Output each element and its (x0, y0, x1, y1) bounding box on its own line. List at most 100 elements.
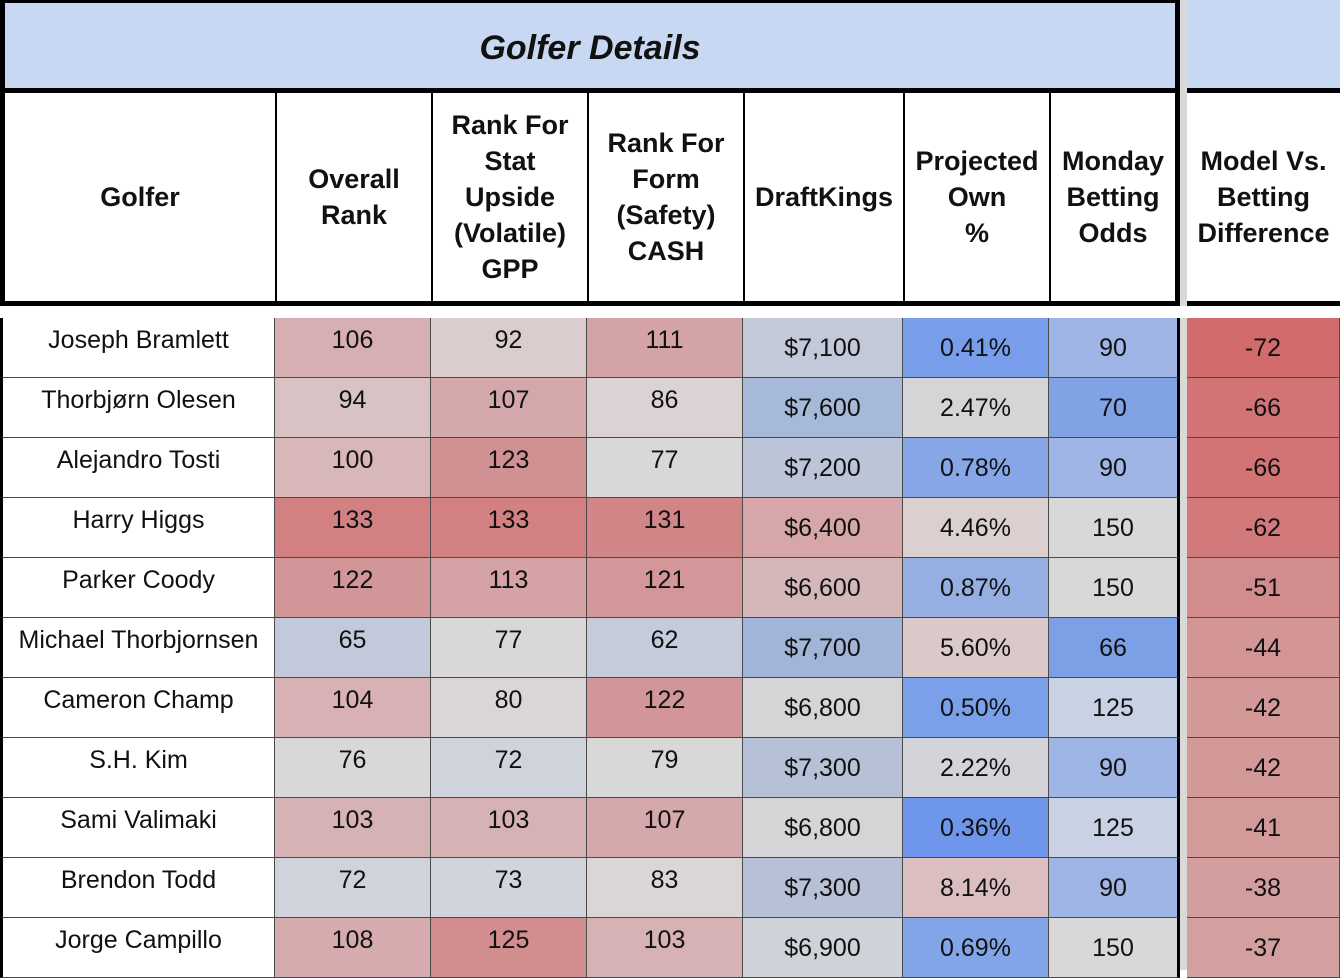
header-golfer[interactable]: Golfer (5, 93, 275, 301)
cell-monday-odds[interactable]: 66 (1049, 618, 1180, 678)
cell-difference[interactable]: -42 (1187, 678, 1340, 738)
header-draftkings[interactable]: DraftKings (743, 93, 903, 301)
cell-difference[interactable]: -44 (1187, 618, 1340, 678)
cell-difference[interactable]: -66 (1187, 438, 1340, 498)
cell-draftkings[interactable]: $7,200 (743, 438, 903, 498)
cell-overall-rank[interactable]: 106 (275, 318, 431, 378)
cell-overall-rank[interactable]: 65 (275, 618, 431, 678)
cell-projected-own[interactable]: 0.50% (903, 678, 1049, 738)
cell-golfer[interactable]: Parker Coody (0, 558, 275, 618)
cell-overall-rank[interactable]: 72 (275, 858, 431, 918)
cell-overall-rank[interactable]: 103 (275, 798, 431, 858)
cell-monday-odds[interactable]: 70 (1049, 378, 1180, 438)
cell-form[interactable]: 111 (587, 318, 743, 378)
header-monday-odds[interactable]: Monday Betting Odds (1049, 93, 1175, 301)
cell-form[interactable]: 103 (587, 918, 743, 978)
cell-draftkings[interactable]: $7,300 (743, 738, 903, 798)
cell-draftkings[interactable]: $7,600 (743, 378, 903, 438)
table-row: Thorbjørn Olesen 94 107 86 $7,600 2.47% 70 -66 (0, 378, 1340, 438)
cell-projected-own[interactable]: 0.78% (903, 438, 1049, 498)
cell-projected-own[interactable]: 8.14% (903, 858, 1049, 918)
cell-difference[interactable]: -37 (1187, 918, 1340, 978)
cell-draftkings[interactable]: $6,900 (743, 918, 903, 978)
cell-monday-odds[interactable]: 150 (1049, 558, 1180, 618)
cell-projected-own[interactable]: 4.46% (903, 498, 1049, 558)
cell-stat-upside[interactable]: 125 (431, 918, 587, 978)
cell-draftkings[interactable]: $6,600 (743, 558, 903, 618)
cell-projected-own[interactable]: 0.69% (903, 918, 1049, 978)
header-projected-own[interactable]: Projected Own % (903, 93, 1049, 301)
header-line: Own (947, 182, 1007, 212)
cell-golfer[interactable]: Michael Thorbjornsen (0, 618, 275, 678)
cell-stat-upside[interactable]: 113 (431, 558, 587, 618)
cell-golfer[interactable]: Jorge Campillo (0, 918, 275, 978)
cell-form[interactable]: 121 (587, 558, 743, 618)
cell-golfer[interactable]: Harry Higgs (0, 498, 275, 558)
cell-draftkings[interactable]: $7,100 (743, 318, 903, 378)
cell-draftkings[interactable]: $7,300 (743, 858, 903, 918)
cell-overall-rank[interactable]: 122 (275, 558, 431, 618)
cell-draftkings[interactable]: $6,800 (743, 678, 903, 738)
cell-stat-upside[interactable]: 123 (431, 438, 587, 498)
cell-difference[interactable]: -42 (1187, 738, 1340, 798)
cell-monday-odds[interactable]: 90 (1049, 318, 1180, 378)
header-form[interactable]: Rank For Form (Safety) CASH (587, 93, 743, 301)
cell-stat-upside[interactable]: 72 (431, 738, 587, 798)
cell-difference[interactable]: -66 (1187, 378, 1340, 438)
cell-stat-upside[interactable]: 73 (431, 858, 587, 918)
header-overall-rank[interactable]: Overall Rank (275, 93, 431, 301)
cell-draftkings[interactable]: $6,800 (743, 798, 903, 858)
cell-draftkings[interactable]: $7,700 (743, 618, 903, 678)
cell-form[interactable]: 79 (587, 738, 743, 798)
cell-golfer[interactable]: S.H. Kim (0, 738, 275, 798)
cell-projected-own[interactable]: 5.60% (903, 618, 1049, 678)
cell-difference[interactable]: -72 (1187, 318, 1340, 378)
cell-projected-own[interactable]: 2.47% (903, 378, 1049, 438)
cell-stat-upside[interactable]: 80 (431, 678, 587, 738)
cell-overall-rank[interactable]: 133 (275, 498, 431, 558)
cell-golfer[interactable]: Alejandro Tosti (0, 438, 275, 498)
cell-form[interactable]: 107 (587, 798, 743, 858)
cell-golfer[interactable]: Thorbjørn Olesen (0, 378, 275, 438)
cell-stat-upside[interactable]: 103 (431, 798, 587, 858)
cell-stat-upside[interactable]: 77 (431, 618, 587, 678)
cell-overall-rank[interactable]: 108 (275, 918, 431, 978)
cell-form[interactable]: 62 (587, 618, 743, 678)
cell-monday-odds[interactable]: 90 (1049, 738, 1180, 798)
cell-stat-upside[interactable]: 133 (431, 498, 587, 558)
cell-difference[interactable]: -38 (1187, 858, 1340, 918)
cell-projected-own[interactable]: 0.87% (903, 558, 1049, 618)
cell-form[interactable]: 86 (587, 378, 743, 438)
column-gutter (1180, 0, 1187, 970)
header-model-vs-betting[interactable]: Model Vs. Betting Difference (1187, 93, 1340, 301)
cell-stat-upside[interactable]: 92 (431, 318, 587, 378)
cell-form[interactable]: 77 (587, 438, 743, 498)
cell-overall-rank[interactable]: 76 (275, 738, 431, 798)
cell-overall-rank[interactable]: 104 (275, 678, 431, 738)
header-stat-upside[interactable]: Rank For Stat Upside (Volatile) GPP (431, 93, 587, 301)
cell-difference[interactable]: -41 (1187, 798, 1340, 858)
table-row: Cameron Champ 104 80 122 $6,800 0.50% 125 -42 (0, 678, 1340, 738)
cell-monday-odds[interactable]: 90 (1049, 858, 1180, 918)
cell-form[interactable]: 122 (587, 678, 743, 738)
cell-stat-upside[interactable]: 107 (431, 378, 587, 438)
cell-draftkings[interactable]: $6,400 (743, 498, 903, 558)
cell-overall-rank[interactable]: 94 (275, 378, 431, 438)
cell-monday-odds[interactable]: 90 (1049, 438, 1180, 498)
cell-monday-odds[interactable]: 150 (1049, 498, 1180, 558)
cell-golfer[interactable]: Sami Valimaki (0, 798, 275, 858)
cell-overall-rank[interactable]: 100 (275, 438, 431, 498)
cell-form[interactable]: 131 (587, 498, 743, 558)
cell-projected-own[interactable]: 0.36% (903, 798, 1049, 858)
cell-monday-odds[interactable]: 125 (1049, 798, 1180, 858)
cell-difference[interactable]: -62 (1187, 498, 1340, 558)
cell-difference[interactable]: -51 (1187, 558, 1340, 618)
cell-golfer[interactable]: Brendon Todd (0, 858, 275, 918)
cell-form[interactable]: 83 (587, 858, 743, 918)
cell-monday-odds[interactable]: 150 (1049, 918, 1180, 978)
cell-projected-own[interactable]: 2.22% (903, 738, 1049, 798)
cell-golfer[interactable]: Joseph Bramlett (0, 318, 275, 378)
cell-projected-own[interactable]: 0.41% (903, 318, 1049, 378)
cell-monday-odds[interactable]: 125 (1049, 678, 1180, 738)
cell-golfer[interactable]: Cameron Champ (0, 678, 275, 738)
